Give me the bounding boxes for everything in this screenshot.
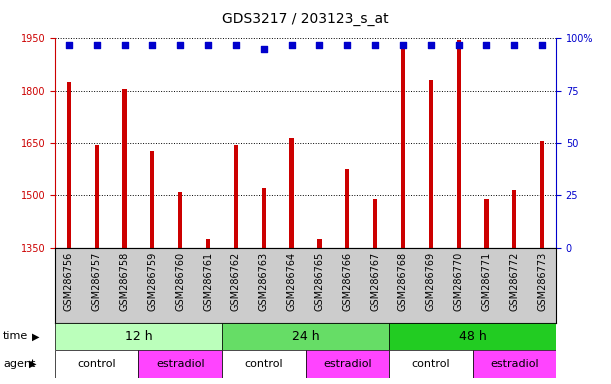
Text: GSM286763: GSM286763 [258,252,269,311]
Point [537,41,547,48]
Bar [262,189,266,248]
Bar [512,190,516,248]
Bar [540,141,544,248]
Bar [95,145,99,248]
Point [175,41,185,48]
Text: estradiol: estradiol [323,359,371,369]
Bar [55,323,222,350]
Text: ▶: ▶ [29,359,37,369]
Text: GSM286766: GSM286766 [342,252,353,311]
Text: GSM286770: GSM286770 [453,252,464,311]
Text: GSM286756: GSM286756 [64,252,74,311]
Text: GSM286760: GSM286760 [175,252,185,311]
Bar [222,323,389,350]
Point [287,41,296,48]
Text: GSM286769: GSM286769 [426,252,436,311]
Point [147,41,157,48]
Bar [456,40,461,248]
Bar [472,350,556,378]
Text: estradiol: estradiol [490,359,538,369]
Text: GSM286773: GSM286773 [537,252,547,311]
Point [342,41,352,48]
Bar [389,350,472,378]
Bar [55,350,139,378]
Text: GSM286759: GSM286759 [147,252,158,311]
Bar [139,350,222,378]
Bar [389,323,556,350]
Text: GSM286761: GSM286761 [203,252,213,311]
Text: control: control [78,359,116,369]
Bar [150,151,155,248]
Bar [345,169,349,248]
Bar [234,145,238,248]
Point [398,41,408,48]
Point [426,41,436,48]
Text: GSM286767: GSM286767 [370,252,380,311]
Text: agent: agent [3,359,35,369]
Point [92,41,101,48]
Bar [485,199,489,248]
Point [231,41,241,48]
Text: GSM286764: GSM286764 [287,252,296,311]
Text: 12 h: 12 h [125,330,152,343]
Bar [178,192,182,248]
Bar [67,82,71,248]
Point [510,41,519,48]
Text: control: control [411,359,450,369]
Text: GSM286762: GSM286762 [231,252,241,311]
Bar [373,199,377,248]
Text: GSM286758: GSM286758 [120,252,130,311]
Point [203,41,213,48]
Bar [122,89,126,248]
Text: GSM286772: GSM286772 [509,252,519,311]
Text: 48 h: 48 h [459,330,486,343]
Point [259,46,269,52]
Point [481,41,491,48]
Bar [206,239,210,248]
Text: control: control [244,359,283,369]
Text: GSM286765: GSM286765 [315,252,324,311]
Bar [317,239,321,248]
Text: time: time [3,331,28,341]
Bar [306,350,389,378]
Point [120,41,130,48]
Text: ■: ■ [61,383,73,384]
Text: GSM286757: GSM286757 [92,252,102,311]
Bar [222,350,306,378]
Point [315,41,324,48]
Bar [401,44,405,248]
Text: 24 h: 24 h [291,330,320,343]
Text: GDS3217 / 203123_s_at: GDS3217 / 203123_s_at [222,12,389,25]
Point [454,41,464,48]
Text: GSM286768: GSM286768 [398,252,408,311]
Text: estradiol: estradiol [156,359,205,369]
Text: ▶: ▶ [32,331,39,341]
Point [64,41,74,48]
Point [370,41,380,48]
Bar [429,80,433,248]
Text: GSM286771: GSM286771 [481,252,491,311]
Bar [290,138,294,248]
